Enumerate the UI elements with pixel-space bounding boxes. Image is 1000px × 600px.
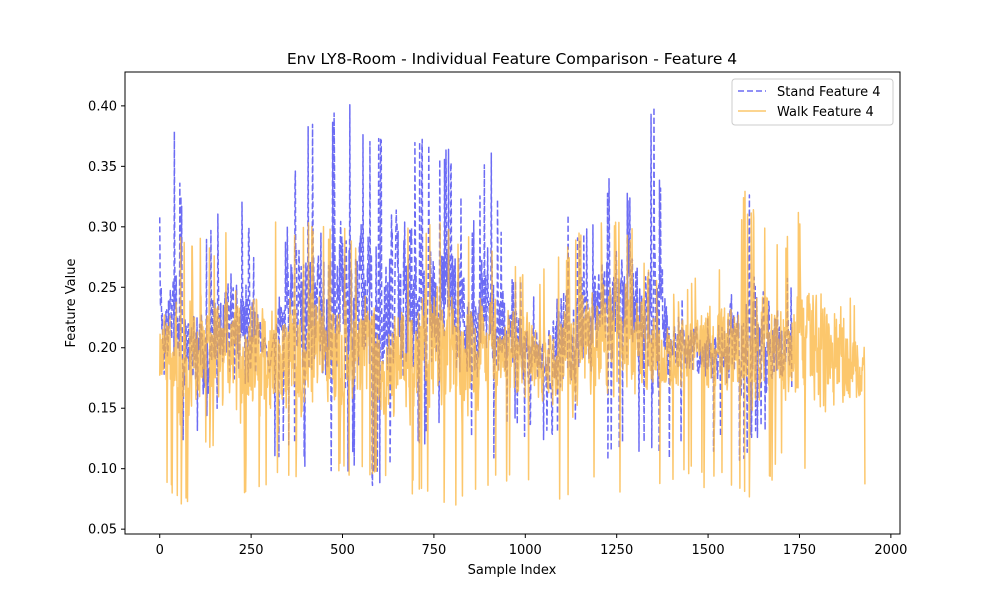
y-tick-label: 0.40: [88, 99, 117, 114]
x-axis: 0 250 500 750 1000 1250 1500 1750 2000: [156, 534, 907, 558]
x-tick-label: 1500: [692, 543, 725, 558]
x-tick-label: 0: [156, 543, 164, 558]
legend-frame: [731, 78, 894, 126]
plot-frame: [124, 71, 901, 535]
x-tick-label: 250: [239, 543, 264, 558]
x-tick-label: 2000: [874, 543, 907, 558]
x-tick-label: 1250: [600, 543, 633, 558]
y-tick-label: 0.10: [88, 462, 117, 477]
y-tick-label: 0.30: [88, 220, 117, 235]
legend-label-stand: Stand Feature 4: [777, 85, 880, 100]
y-tick-label: 0.35: [88, 160, 117, 175]
legend: Stand Feature 4 Walk Feature 4: [731, 78, 894, 126]
y-tick-label: 0.05: [88, 523, 117, 538]
x-tick-label: 500: [330, 543, 355, 558]
y-tick-label: 0.20: [88, 341, 117, 356]
series-line-walk: [158, 190, 866, 506]
x-tick-label: 1750: [783, 543, 816, 558]
series-layer: [158, 103, 866, 506]
y-axis: 0.05 0.10 0.15 0.20 0.25 0.30 0.35 0.40: [88, 99, 125, 538]
x-tick-label: 750: [421, 543, 446, 558]
y-axis-label: Feature Value: [64, 259, 79, 348]
x-tick-label: 1000: [509, 543, 542, 558]
chart-title: Env LY8-Room - Individual Feature Compar…: [287, 50, 737, 68]
x-axis-label: Sample Index: [468, 563, 557, 578]
legend-label-walk: Walk Feature 4: [777, 105, 874, 120]
y-tick-label: 0.15: [88, 402, 117, 417]
y-tick-label: 0.25: [88, 281, 117, 296]
